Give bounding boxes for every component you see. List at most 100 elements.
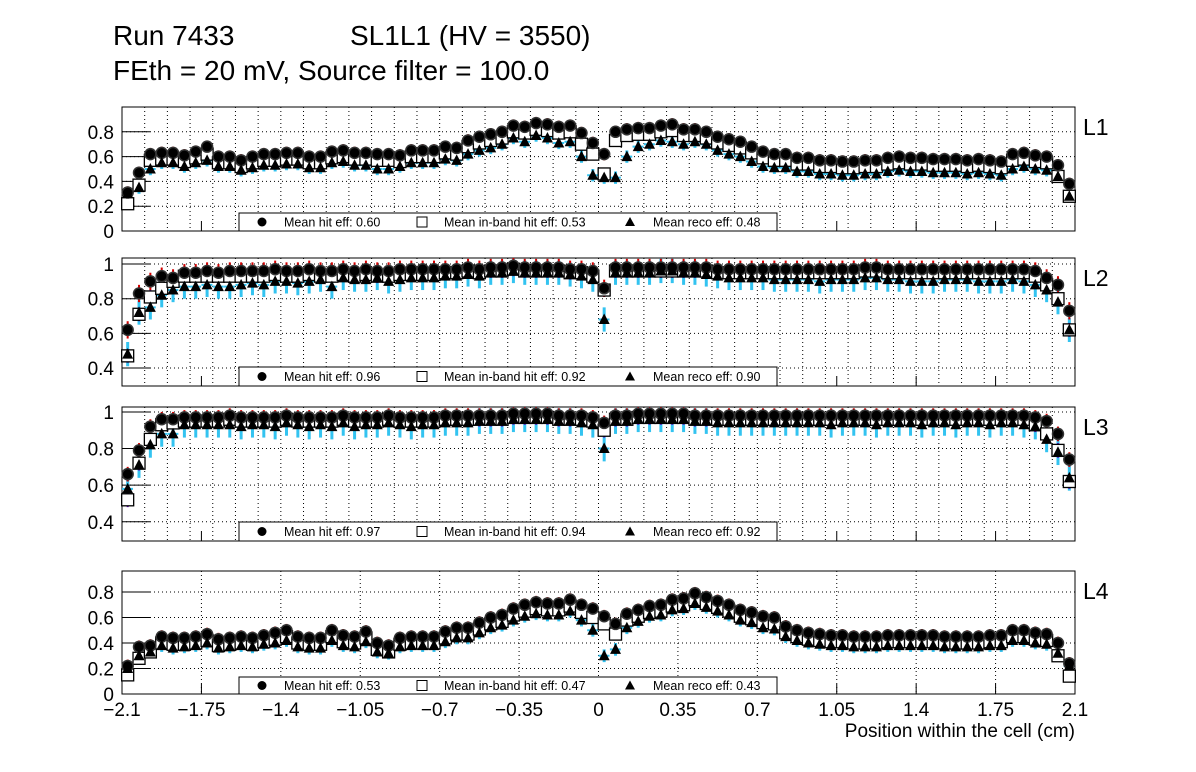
hit-marker <box>518 598 532 612</box>
legend-hit-label: Mean hit eff: 0.53 <box>284 679 380 693</box>
hit-marker <box>881 263 895 276</box>
hit-marker <box>790 263 804 276</box>
hit-marker <box>631 121 645 135</box>
reco-marker <box>224 640 236 652</box>
reco-marker <box>530 266 542 278</box>
reco-marker <box>315 418 327 430</box>
reco-marker <box>995 639 1007 651</box>
reco-marker <box>439 635 451 647</box>
hit-marker <box>495 125 509 139</box>
hit-marker <box>1017 263 1031 276</box>
hit-marker <box>960 154 974 167</box>
reco-marker <box>610 266 622 278</box>
reco-marker <box>541 132 553 143</box>
reco-marker <box>859 167 871 179</box>
hit-marker <box>1006 624 1019 637</box>
hit-marker <box>802 263 815 276</box>
x-tick-label: 1.4 <box>903 700 930 721</box>
reco-marker <box>1052 296 1064 307</box>
hit-marker <box>359 146 373 160</box>
reco-marker <box>1041 433 1053 444</box>
reco-marker <box>212 418 224 430</box>
reco-marker <box>621 266 633 278</box>
reco-marker <box>904 165 916 176</box>
reco-marker <box>825 273 837 285</box>
x-tick-label: 1.05 <box>818 700 855 721</box>
reco-marker <box>144 438 156 450</box>
reco-marker <box>371 163 383 174</box>
reco-marker <box>1018 634 1030 645</box>
reco-marker <box>939 273 951 285</box>
hit-marker <box>336 144 350 157</box>
reco-marker <box>417 639 429 651</box>
reco-marker <box>995 169 1007 180</box>
legend-hit-marker <box>257 217 267 227</box>
legend-reco-marker <box>625 680 635 690</box>
reco-marker <box>281 634 293 645</box>
reco-marker <box>598 442 610 454</box>
reco-marker <box>689 597 701 609</box>
hit-marker <box>665 118 679 131</box>
reco-marker <box>541 413 553 424</box>
reco-marker <box>734 416 746 428</box>
reco-marker <box>383 275 395 286</box>
reco-marker <box>564 268 576 279</box>
reco-marker <box>178 280 190 292</box>
hit-marker <box>926 152 940 166</box>
y-tick-label: 0.4 <box>88 513 115 534</box>
legend-inband-label: Mean in-band hit eff: 0.94 <box>444 525 586 539</box>
reco-marker <box>848 273 860 285</box>
reco-marker <box>326 634 338 645</box>
reco-marker <box>780 630 792 642</box>
reco-marker <box>246 161 258 173</box>
reco-marker <box>802 165 814 176</box>
reco-marker <box>984 275 996 286</box>
reco-marker <box>337 271 349 283</box>
reco-marker <box>575 270 587 281</box>
reco-marker <box>212 642 224 653</box>
hit-marker <box>711 594 724 608</box>
hit-marker <box>178 266 191 279</box>
hit-marker <box>722 598 736 612</box>
reco-marker <box>417 418 429 430</box>
reco-marker <box>893 639 905 651</box>
reco-marker <box>973 416 985 428</box>
legend-hit-marker <box>257 372 267 381</box>
reco-marker <box>224 418 236 430</box>
reco-marker <box>700 415 712 426</box>
reco-marker <box>1052 170 1064 181</box>
reco-marker <box>825 639 837 651</box>
reco-marker <box>383 163 395 174</box>
legend-reco-marker <box>625 526 635 536</box>
y-tick-label: 1 <box>103 255 114 276</box>
reco-marker <box>349 159 361 170</box>
hit-marker <box>779 263 792 276</box>
reco-marker <box>167 284 179 295</box>
hit-marker <box>677 592 690 605</box>
reco-marker <box>201 278 213 290</box>
reco-marker <box>950 166 962 178</box>
hit-marker <box>359 625 373 638</box>
legend-box <box>238 521 778 542</box>
hit-marker <box>280 264 293 278</box>
panel-label: L3 <box>1083 414 1109 440</box>
hit-marker <box>1040 271 1053 285</box>
reco-marker <box>598 649 610 661</box>
reco-marker <box>417 156 429 168</box>
reco-marker <box>1018 160 1030 172</box>
legend-hit-marker <box>257 681 267 690</box>
hit-marker <box>178 149 191 162</box>
inband-marker <box>121 493 135 507</box>
reco-marker <box>212 160 224 172</box>
hit-marker <box>314 631 327 645</box>
reco-marker <box>1007 273 1019 285</box>
hit-marker <box>166 271 180 285</box>
reco-marker <box>178 418 190 430</box>
reco-marker <box>780 273 792 285</box>
reco-marker <box>859 416 871 428</box>
hit-marker <box>995 263 1008 276</box>
reco-marker <box>473 415 485 426</box>
hit-marker <box>881 151 895 165</box>
reco-marker <box>246 277 258 288</box>
reco-marker <box>870 167 882 179</box>
